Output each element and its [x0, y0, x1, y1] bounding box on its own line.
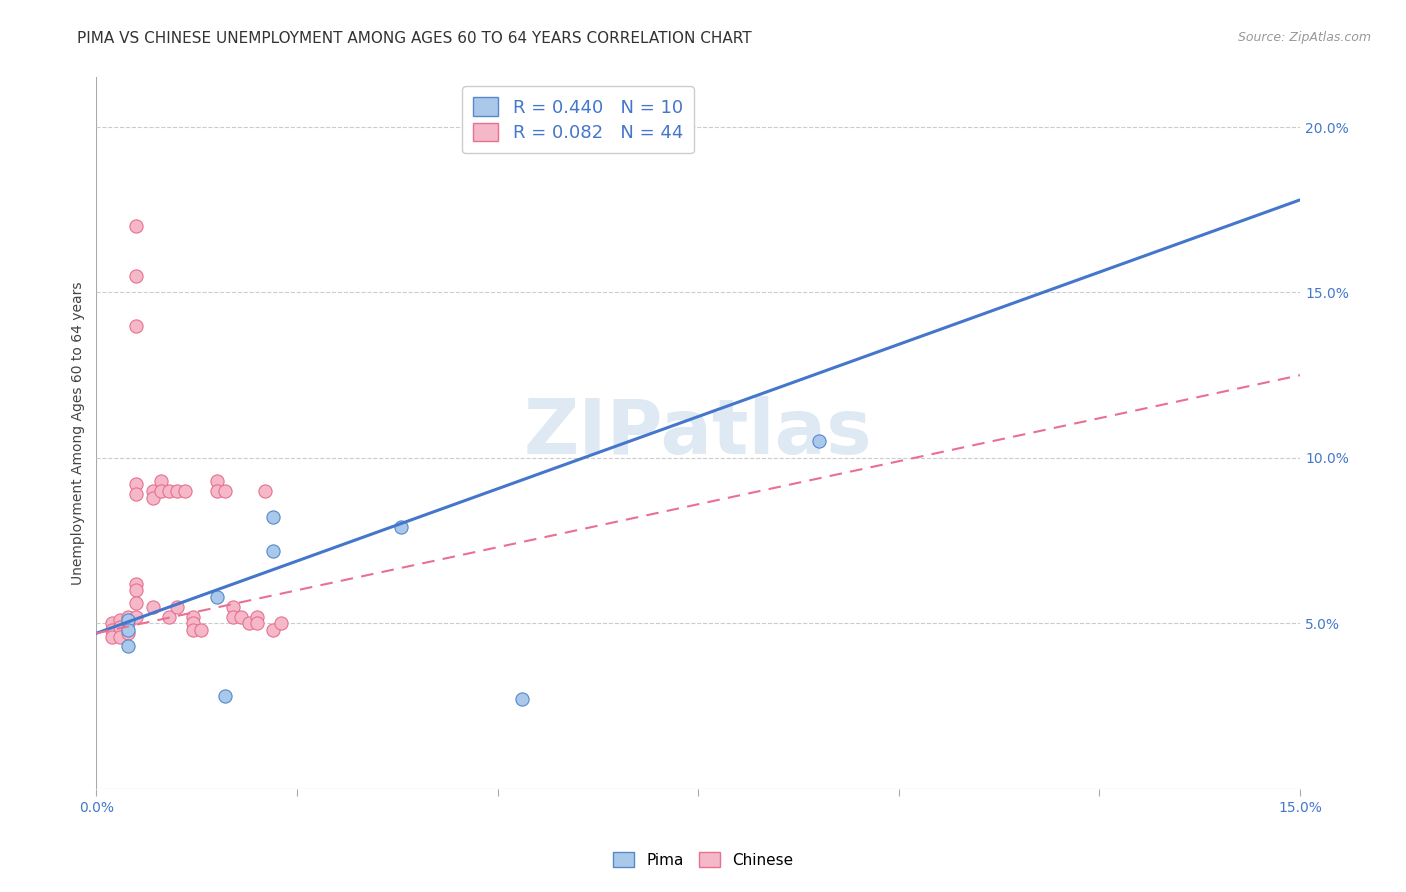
- Chinese: [181, 616, 204, 631]
- Text: ZIPatlas: ZIPatlas: [524, 396, 873, 470]
- Chinese: [222, 609, 245, 624]
- Chinese: [125, 268, 148, 283]
- Text: Source: ZipAtlas.com: Source: ZipAtlas.com: [1237, 31, 1371, 45]
- Legend: R = 0.440   N = 10, R = 0.082   N = 44: R = 0.440 N = 10, R = 0.082 N = 44: [463, 87, 693, 153]
- Chinese: [125, 487, 148, 501]
- Chinese: [101, 623, 124, 637]
- Chinese: [149, 474, 172, 488]
- Chinese: [229, 609, 252, 624]
- Chinese: [181, 609, 204, 624]
- Chinese: [141, 491, 163, 505]
- Chinese: [246, 616, 269, 631]
- Pima: [205, 590, 228, 604]
- Chinese: [117, 609, 139, 624]
- Chinese: [173, 483, 195, 498]
- Chinese: [117, 626, 139, 640]
- Chinese: [125, 477, 148, 491]
- Pima: [807, 434, 830, 449]
- Pima: [214, 689, 236, 703]
- Chinese: [262, 623, 284, 637]
- Pima: [117, 613, 139, 627]
- Chinese: [125, 318, 148, 333]
- Chinese: [166, 483, 188, 498]
- Pima: [389, 520, 412, 534]
- Chinese: [205, 474, 228, 488]
- Pima: [117, 623, 139, 637]
- Chinese: [157, 483, 180, 498]
- Chinese: [246, 609, 269, 624]
- Chinese: [101, 616, 124, 631]
- Chinese: [117, 616, 139, 631]
- Chinese: [253, 483, 276, 498]
- Chinese: [181, 623, 204, 637]
- Chinese: [110, 630, 132, 644]
- Chinese: [141, 599, 163, 614]
- Chinese: [125, 219, 148, 234]
- Chinese: [238, 616, 260, 631]
- Pima: [262, 510, 284, 524]
- Chinese: [157, 609, 180, 624]
- Chinese: [190, 623, 212, 637]
- Chinese: [125, 597, 148, 611]
- Chinese: [205, 483, 228, 498]
- Chinese: [149, 483, 172, 498]
- Pima: [510, 692, 533, 706]
- Pima: [117, 640, 139, 654]
- Chinese: [141, 483, 163, 498]
- Chinese: [110, 613, 132, 627]
- Chinese: [270, 616, 292, 631]
- Chinese: [110, 620, 132, 634]
- Chinese: [101, 630, 124, 644]
- Chinese: [125, 583, 148, 598]
- Chinese: [214, 483, 236, 498]
- Chinese: [166, 599, 188, 614]
- Pima: [262, 543, 284, 558]
- Chinese: [125, 609, 148, 624]
- Chinese: [125, 576, 148, 591]
- Chinese: [222, 599, 245, 614]
- Text: PIMA VS CHINESE UNEMPLOYMENT AMONG AGES 60 TO 64 YEARS CORRELATION CHART: PIMA VS CHINESE UNEMPLOYMENT AMONG AGES …: [77, 31, 752, 46]
- Legend: Pima, Chinese: Pima, Chinese: [606, 846, 800, 873]
- Y-axis label: Unemployment Among Ages 60 to 64 years: Unemployment Among Ages 60 to 64 years: [72, 281, 86, 585]
